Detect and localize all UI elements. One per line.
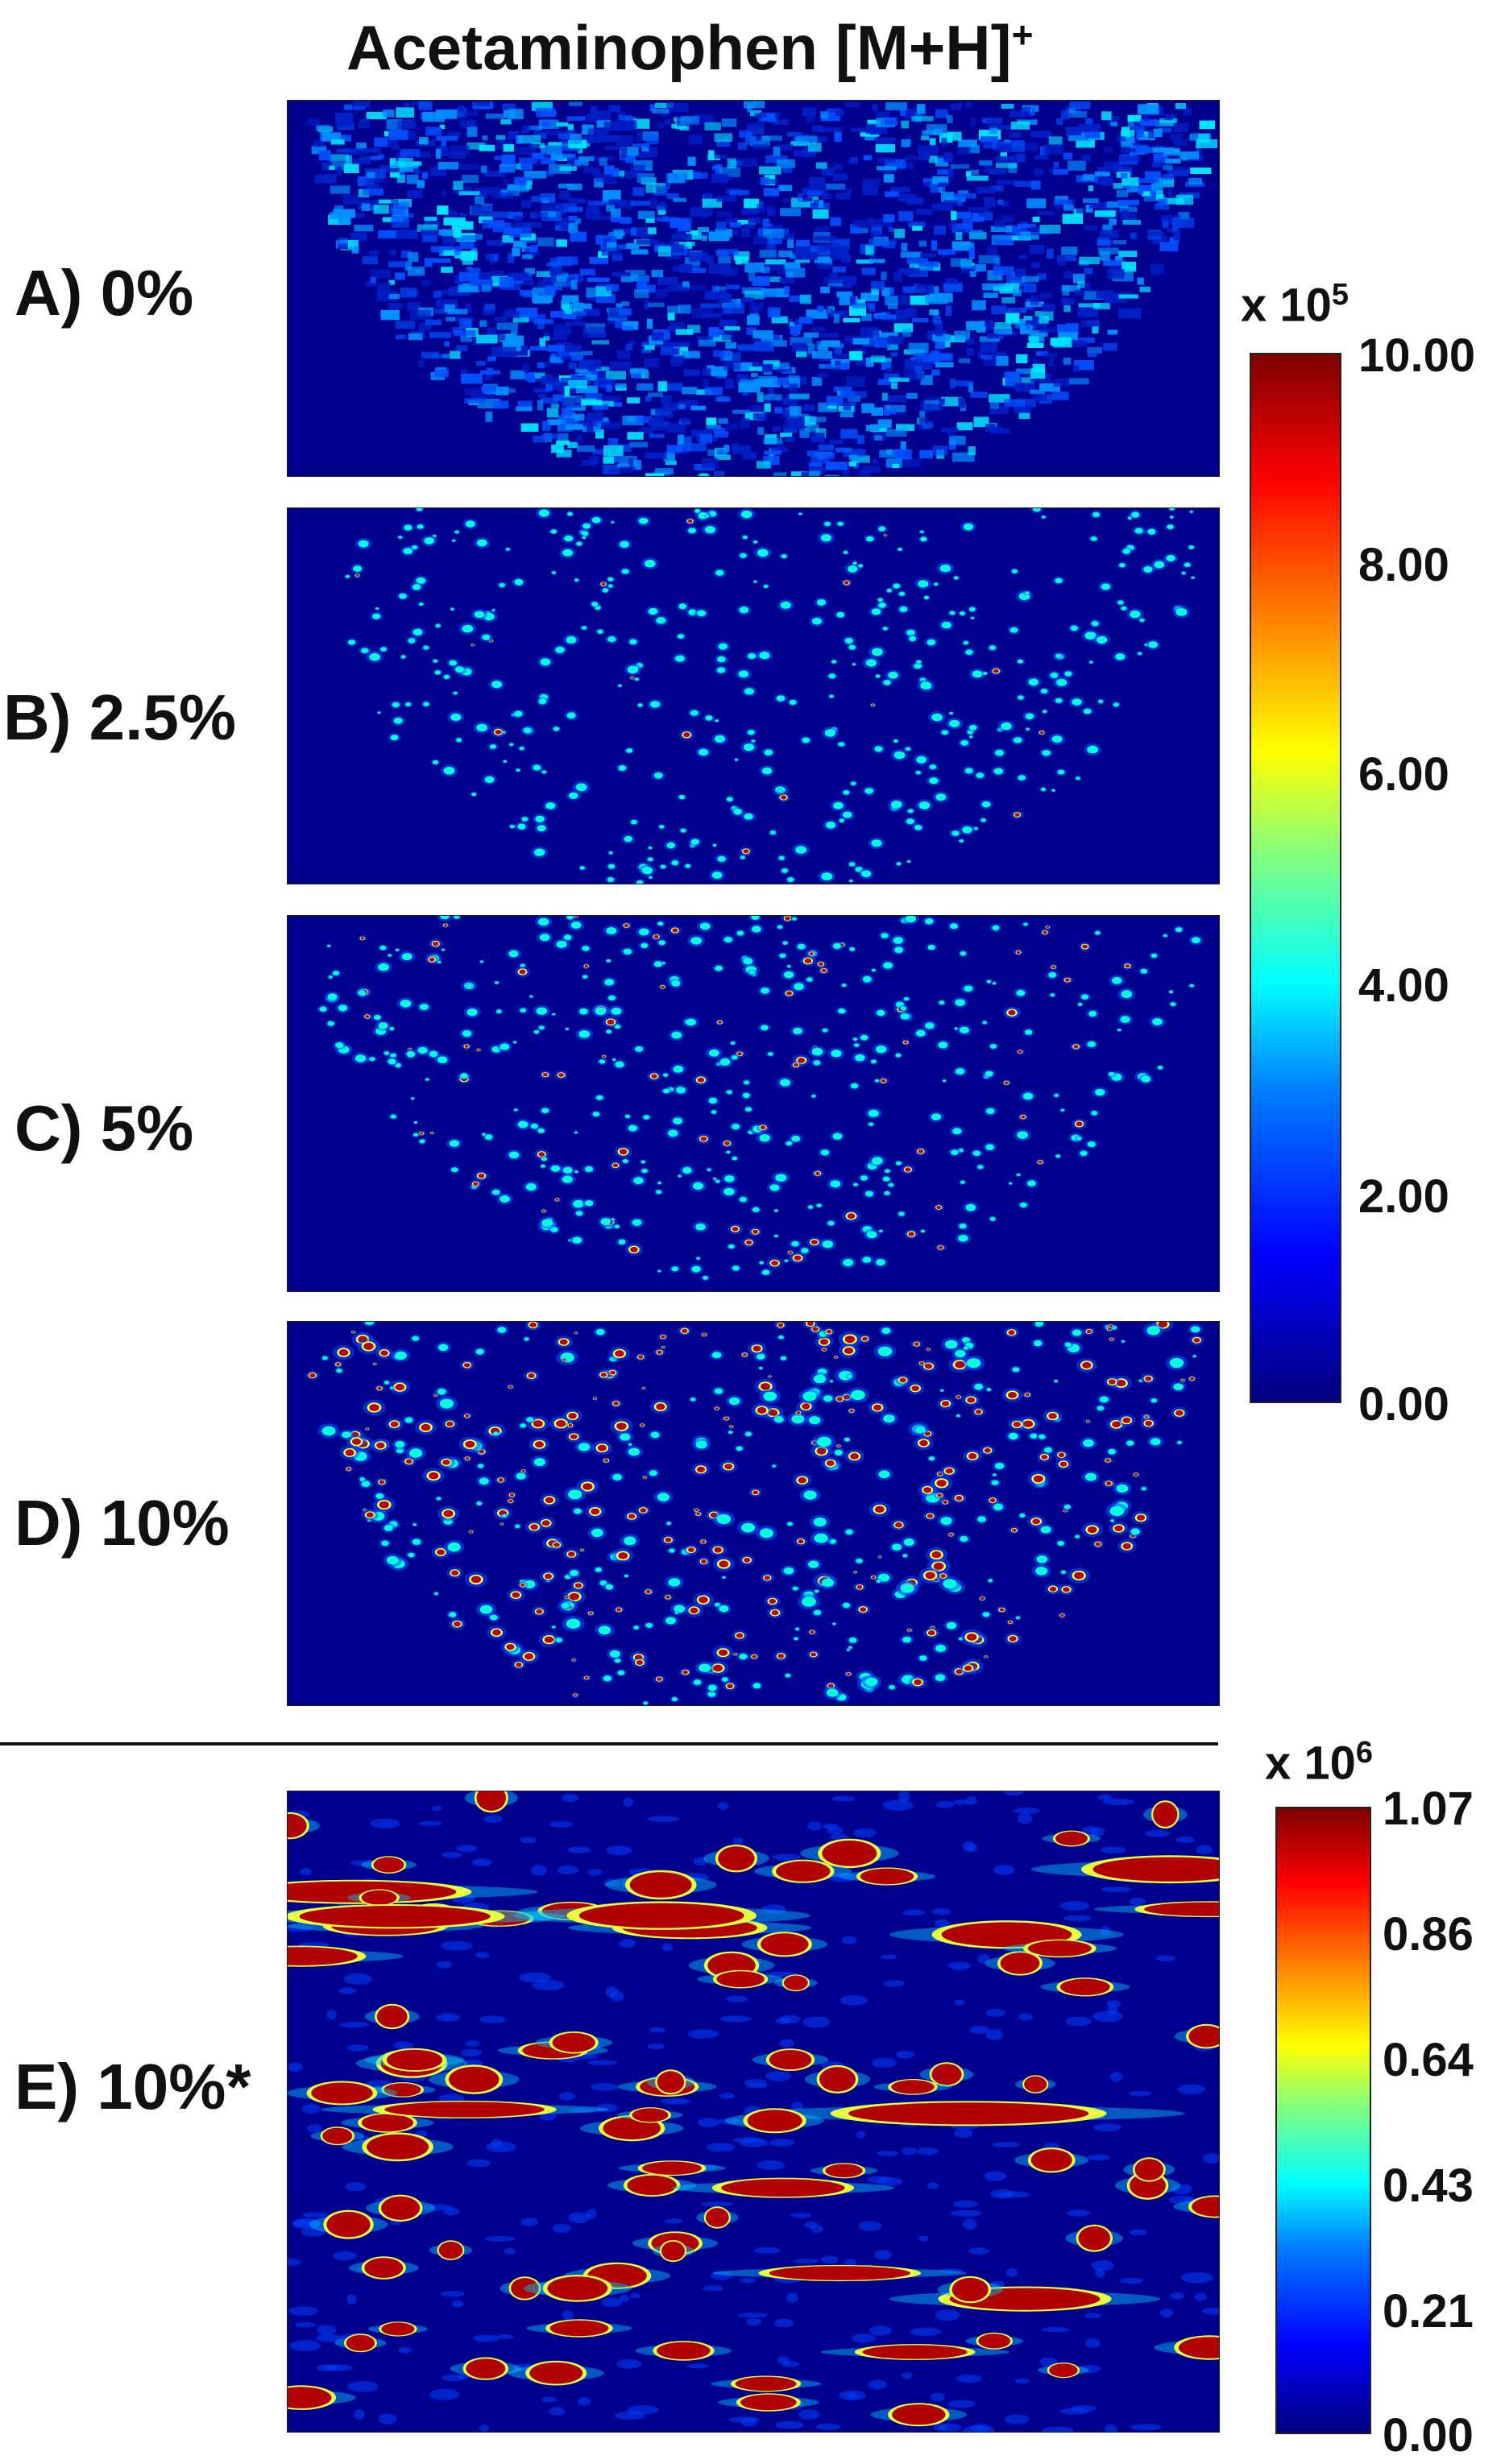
panel-label-c: C) 5% [15, 1092, 194, 1164]
title-superscript: + [1011, 14, 1034, 56]
colorbar-bottom-tick: 0.64 [1383, 2034, 1474, 2086]
intensity-map-b [287, 507, 1220, 884]
colorbar-bottom [1275, 1807, 1371, 2434]
colorbar-bottom-tick: 0.86 [1383, 1908, 1474, 1961]
colorbar-bottom-multiplier-base: x 10 [1265, 1737, 1356, 1790]
panel-label-b: B) 2.5% [3, 681, 236, 753]
colorbar-bottom-tick: 1.07 [1383, 1783, 1474, 1835]
colorbar-bottom-multiplier: x 106 [1265, 1736, 1373, 1790]
colorbar-top-tick: 4.00 [1358, 959, 1449, 1012]
colorbar-bottom-tick: 0.00 [1383, 2409, 1474, 2462]
colorbar-top-tick: 6.00 [1358, 748, 1449, 801]
panel-label-e: E) 10%* [15, 2051, 251, 2122]
panel-label-a: A) 0% [15, 257, 194, 329]
colorbar-top-tick: 10.00 [1358, 329, 1476, 382]
title-text: Acetaminophen [M+H] [346, 12, 1012, 83]
figure-title: Acetaminophen [M+H]+ [346, 11, 1033, 85]
colorbar-top-tick: 8.00 [1358, 539, 1449, 591]
colorbar-top-tick: 0.00 [1358, 1378, 1449, 1431]
intensity-map-a [287, 100, 1220, 477]
colorbar-bottom-tick: 0.43 [1383, 2160, 1474, 2212]
colorbar-top-exponent: 5 [1331, 278, 1350, 312]
colorbar-top-multiplier-base: x 10 [1241, 279, 1332, 332]
panel-label-d: D) 10% [15, 1487, 230, 1559]
colorbar-bottom-exponent: 6 [1355, 1736, 1374, 1770]
colorbar-top [1250, 353, 1341, 1403]
section-divider [0, 1742, 1218, 1746]
intensity-map-d [287, 1321, 1220, 1706]
colorbar-top-tick: 2.00 [1358, 1170, 1449, 1223]
colorbar-bottom-tick: 0.21 [1383, 2285, 1474, 2338]
intensity-map-e [287, 1791, 1220, 2433]
colorbar-top-multiplier: x 105 [1241, 278, 1349, 332]
intensity-map-c [287, 915, 1220, 1292]
